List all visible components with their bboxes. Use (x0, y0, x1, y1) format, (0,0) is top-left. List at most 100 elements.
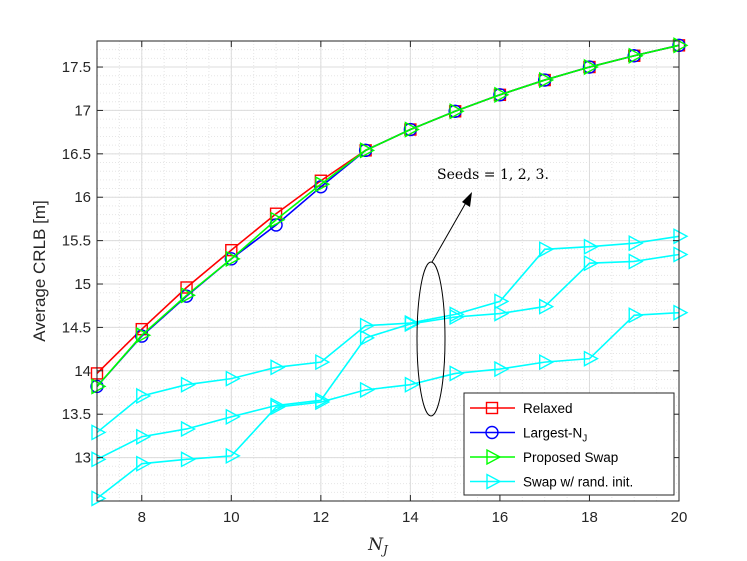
data-point (628, 307, 644, 324)
data-point (583, 350, 599, 367)
data-point (136, 428, 152, 445)
data-point (403, 122, 418, 137)
legend-label-main: Relaxed (523, 401, 573, 416)
data-point (270, 211, 286, 228)
data-point (673, 228, 689, 245)
legend-label-main: Proposed Swap (523, 450, 618, 465)
data-point (448, 104, 462, 119)
data-point (494, 293, 510, 310)
seeds-arrow-line (431, 198, 469, 263)
data-point (673, 304, 689, 321)
y-tick-label: 16 (74, 189, 91, 206)
legend-label: Proposed Swap (523, 450, 618, 465)
x-axis-label: NJ (367, 535, 389, 557)
x-tick-label: 12 (313, 509, 330, 526)
y-tick-label: 14.5 (62, 319, 91, 336)
data-point (180, 451, 197, 468)
data-point (404, 315, 420, 333)
legend-label-main: Swap w/ rand. init. (523, 475, 633, 490)
seeds-annotation: Seeds = 1, 2, 3. (416, 167, 549, 417)
data-point (91, 424, 107, 441)
data-point (538, 353, 555, 371)
legend-box (463, 392, 675, 496)
legend-label-main: Largest-N (523, 426, 582, 441)
legend-marker (485, 425, 499, 440)
data-point (583, 58, 599, 76)
legend-label: Largest-NJ (523, 426, 587, 445)
legend-label-sub: J (582, 434, 587, 445)
x-tick-label: 20 (671, 509, 688, 526)
y-tick-label: 17 (74, 102, 91, 119)
seeds-label: Seeds = 1, 2, 3. (437, 167, 549, 183)
data-point (315, 176, 331, 193)
data-point (136, 455, 152, 472)
series-line (96, 44, 680, 387)
data-point (493, 88, 507, 102)
data-point (404, 121, 420, 138)
data-point (136, 327, 152, 344)
axis-ticks: 8 10 12 14 16 18 20 13 13.5 14 14.5 15 15.5 16 16.5 17 1… (62, 41, 688, 526)
data-point (358, 143, 373, 158)
data-point (494, 360, 510, 378)
data-point (91, 378, 107, 395)
data-point (315, 393, 331, 411)
x-tick-label: 16 (492, 509, 509, 526)
data-point (449, 308, 465, 326)
x-tick-label: 8 (138, 509, 146, 526)
x-axis-label-main: N (367, 535, 384, 555)
legend-marker (486, 448, 502, 466)
series-4 (91, 246, 689, 468)
series-line (96, 253, 680, 461)
series-layer (90, 37, 689, 507)
data-point (225, 243, 238, 257)
data-point (583, 255, 599, 272)
data-point (180, 376, 197, 393)
y-axis-label: Average CRLB [m] (30, 200, 49, 341)
data-point (538, 241, 555, 258)
legend: Relaxed Largest-NJ Proposed Swap Swap w/ ra… (463, 392, 675, 496)
data-point (225, 408, 241, 425)
legend-marker (485, 401, 499, 415)
data-point (538, 298, 555, 315)
data-point (449, 365, 465, 382)
data-point (673, 37, 689, 54)
data-point (270, 359, 286, 376)
seeds-arrow-head (462, 192, 472, 207)
data-point (225, 447, 241, 465)
data-point (225, 250, 241, 268)
x-tick-label: 14 (402, 509, 419, 526)
data-point (628, 235, 644, 252)
legend-label: Swap w/ rand. init. (523, 475, 633, 490)
series-3 (91, 228, 689, 441)
series-2 (91, 37, 689, 395)
data-point (359, 317, 376, 334)
data-point (91, 490, 107, 507)
data-point (627, 49, 641, 63)
y-tick-label: 15.5 (62, 233, 91, 250)
legend-item: Proposed Swap (470, 448, 618, 466)
data-point (180, 420, 197, 438)
legend-item: Largest-NJ (470, 426, 587, 445)
data-point (494, 305, 510, 322)
data-point (628, 253, 644, 270)
data-point (537, 73, 552, 87)
x-tick-label: 18 (581, 509, 598, 526)
data-point (494, 86, 510, 103)
data-point (91, 451, 107, 468)
y-tick-label: 13.5 (62, 406, 91, 423)
data-point (180, 287, 197, 304)
y-tick-label: 16.5 (62, 146, 91, 163)
x-axis-label-sub: J (380, 543, 389, 557)
data-point (404, 376, 420, 393)
legend-marker (486, 473, 502, 490)
legend-item: Relaxed (470, 401, 573, 416)
y-tick-label: 14 (74, 363, 91, 380)
series-5 (91, 304, 689, 507)
data-point (315, 353, 331, 371)
y-tick-label: 15 (74, 276, 91, 293)
data-point (225, 370, 241, 387)
data-point (538, 71, 555, 89)
data-point (628, 47, 644, 64)
data-point (136, 387, 152, 405)
